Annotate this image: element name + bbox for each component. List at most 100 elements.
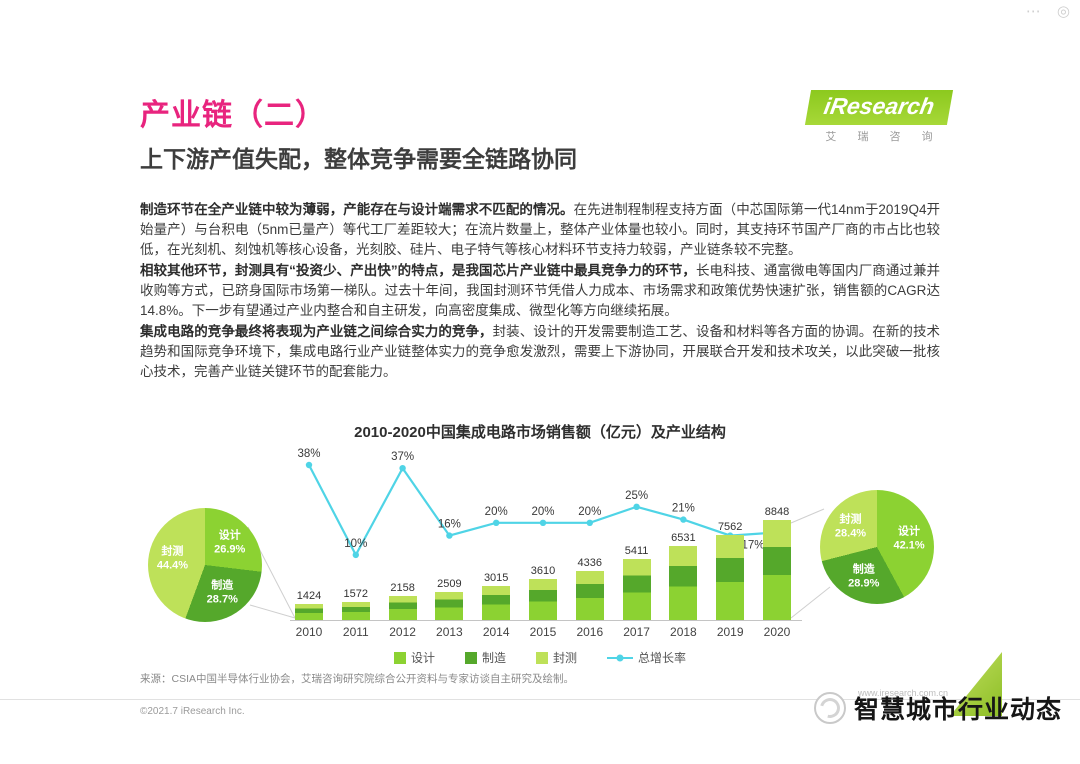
growth-point-2010	[305, 461, 313, 469]
axis-year-2019: 2019	[716, 625, 744, 639]
legend-swatch-design	[393, 651, 406, 664]
axis-year-2010: 2010	[295, 625, 323, 639]
bar-2017: 5411	[622, 544, 651, 620]
axis-year-2020: 2020	[763, 625, 791, 639]
legend-item-package: 封测	[536, 649, 577, 666]
float-window-icon[interactable]: ◎	[1056, 3, 1070, 20]
more-icon[interactable]: ⋯	[1025, 3, 1041, 20]
bar-value-2020: 8848	[764, 506, 790, 518]
growth-point-2017	[633, 503, 640, 510]
growth-line-layer: 38%10%37%16%20%20%20%25%21%16%17%	[247, 448, 831, 619]
axis-year-2015: 2015	[529, 625, 557, 639]
pie-label-封测: 封测 28.4%	[834, 513, 867, 540]
channel-watermark: 智慧城市行业动态	[813, 690, 1062, 726]
bar-value-2019: 7562	[717, 520, 743, 533]
paragraph-1-rest: 在先进制程制程支持方面（中芯国际第一代14nm于2019Q4开始量产）与台积电（…	[140, 202, 940, 257]
growth-point-2018	[680, 516, 687, 523]
page-headline: 上下游产值失配，整体竞争需要全链路协同	[140, 146, 577, 172]
paragraph-2-rest: 长电科技、通富微电等国内厂商通过兼并收购等方式，已跻身国际市场第一梯队。过去十年…	[140, 263, 941, 318]
iresearch-logo-text: iResearch	[804, 90, 954, 125]
paragraph-2: 相较其他环节，封测具有“投资少、产出快”的特点，是我国芯片产业链中最具竞争力的环…	[140, 261, 940, 321]
legend-swatch-package	[536, 651, 548, 664]
x-axis-line	[290, 620, 802, 621]
bar-stack-2014	[482, 585, 511, 620]
growth-point-2016	[586, 519, 593, 526]
growth-label-2017: 25%	[625, 490, 648, 502]
bar-stack-2015	[529, 579, 557, 620]
body-text: 制造环节在全产业链中较为薄弱，产能存在与设计端需求不匹配的情况。在先进制程制程支…	[140, 200, 940, 383]
bar-value-2011: 1572	[343, 588, 369, 601]
pie-2020-structure: 设计 42.1% 制造 28.9% 封测 28.4%	[820, 490, 934, 604]
iresearch-logo: iResearch 艾 瑞 咨 询	[804, 90, 954, 144]
pie-label-制造: 制造 28.7%	[206, 579, 238, 606]
legend-swatch-growth	[607, 654, 634, 661]
growth-label-2010: 38%	[297, 448, 320, 460]
bar-2015: 3610	[529, 565, 557, 620]
bar-stack-2020	[763, 520, 791, 620]
bar-2018: 6531	[669, 532, 698, 620]
bar-2016: 4336	[575, 557, 604, 620]
bar-2012: 2158	[388, 581, 417, 620]
source-note: 来源：CSIA中国半导体行业协会，艾瑞咨询研究院综合公开资料与专家访谈自主研究及…	[140, 673, 575, 685]
bar-value-2010: 1424	[296, 589, 322, 602]
paragraph-3: 集成电路的竞争最终将表现为产业链之间综合实力的竞争，封装、设计的开发需要制造工艺…	[140, 322, 940, 382]
bar-value-2018: 6531	[671, 532, 696, 545]
growth-label-2016: 20%	[578, 506, 601, 518]
legend-label-design: 设计	[410, 651, 435, 665]
growth-label-2013: 16%	[438, 519, 461, 531]
bar-value-2016: 4336	[577, 557, 603, 569]
growth-label-2018: 21%	[672, 503, 695, 515]
bar-2011: 1572	[341, 588, 370, 620]
legend-label-manufacture: 制造	[481, 651, 506, 665]
axis-year-2016: 2016	[576, 625, 604, 639]
growth-label-2014: 20%	[485, 506, 508, 518]
pie-2010-structure: 设计 26.9% 制造 28.7% 封测 44.4%	[148, 508, 262, 622]
bar-stack-2017	[622, 558, 651, 620]
channel-name: 智慧城市行业动态	[853, 696, 1062, 724]
legend-item-design: 设计	[393, 649, 435, 666]
growth-point-2015	[539, 519, 547, 526]
bar-stack-2013	[435, 591, 464, 620]
pie-label-设计: 设计 26.9%	[214, 529, 246, 556]
bar-stack-2018	[669, 546, 698, 620]
growth-label-2012: 37%	[391, 451, 414, 463]
growth-point-2014	[493, 519, 500, 526]
copyright-text: ©2021.7 iResearch Inc.	[140, 706, 245, 717]
pie-label-制造: 制造 28.9%	[848, 563, 880, 590]
growth-point-2011	[352, 551, 359, 559]
reader-controls: ⋯ ◎	[1026, 2, 1070, 20]
axis-year-2014: 2014	[482, 625, 510, 639]
bar-stack-2011	[341, 602, 370, 620]
bar-2019: 7562	[716, 520, 745, 620]
paragraph-3-lead: 集成电路的竞争最终将表现为产业链之间综合实力的竞争，	[140, 324, 493, 339]
footer-url: www.iresearch.com.cn	[857, 688, 948, 698]
axis-year-2011: 2011	[342, 625, 369, 639]
bar-value-2017: 5411	[624, 544, 649, 557]
bar-2020: 8848	[763, 506, 791, 620]
section-title: 产业链（二）	[140, 99, 326, 132]
bar-value-2014: 3015	[483, 571, 509, 584]
growth-label-2020: 17%	[741, 539, 764, 551]
bar-stack-2010	[295, 603, 323, 620]
footer-divider	[0, 699, 1080, 700]
legend-label-package: 封测	[553, 651, 578, 665]
chart-legend: 设计 制造 封测 总增长率	[140, 649, 940, 666]
pie-label-设计: 设计 42.1%	[893, 525, 925, 551]
axis-year-2018: 2018	[670, 625, 697, 639]
growth-point-2013	[446, 532, 453, 539]
bar-value-2015: 3610	[530, 565, 556, 578]
chart-area: 38%10%37%16%20%20%20%25%21%16%17% 142420…	[140, 445, 940, 645]
axis-year-2017: 2017	[623, 625, 650, 639]
bar-stack-2012	[388, 595, 417, 620]
growth-point-2012	[399, 465, 406, 472]
channel-logo-icon	[813, 692, 846, 724]
legend-item-manufacture: 制造	[464, 649, 506, 666]
paragraph-3-rest: 封装、设计的开发需要制造工艺、设备和材料等各方面的协调。在新的技术趋势和国际竞争…	[140, 324, 941, 379]
chart-title: 2010-2020中国集成电路市场销售额（亿元）及产业结构	[354, 424, 726, 441]
bar-value-2013: 2509	[437, 577, 462, 590]
paragraph-2-lead: 相较其他环节，封测具有“投资少、产出快”的特点，是我国芯片产业链中最具竞争力的环…	[140, 263, 696, 278]
bar-value-2012: 2158	[390, 581, 415, 594]
bar-2010: 1424	[295, 590, 323, 620]
legend-label-growth: 总增长率	[638, 651, 687, 665]
